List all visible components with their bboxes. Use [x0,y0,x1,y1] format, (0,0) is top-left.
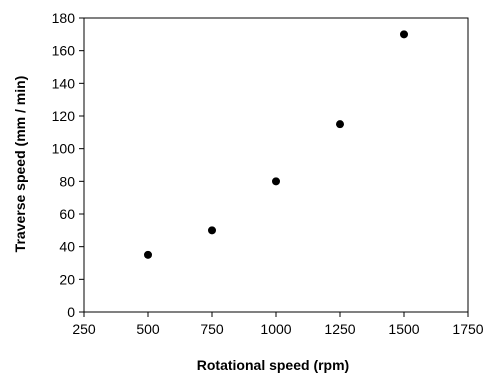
plot-area [83,17,469,313]
plot-border [83,17,469,313]
y-axis-label: Traverse speed (mm / min) [12,76,28,253]
x-axis-label: Rotational speed (rpm) [197,357,349,373]
x-tick-label: 1250 [324,321,355,337]
x-tick-label: 500 [136,321,160,337]
x-axis: 250 500 750 1000 1250 1500 1750 [72,312,484,337]
data-point [400,30,408,39]
x-tick-label: 1500 [388,321,419,337]
y-tick-label: 100 [52,141,76,157]
y-tick-label: 160 [52,43,76,59]
data-point [336,120,344,129]
y-tick-label: 140 [52,75,76,91]
x-tick-label: 1000 [260,321,291,337]
data-point [144,250,152,259]
y-tick-label: 40 [59,239,75,255]
y-tick-label: 60 [59,206,75,222]
y-tick-label: 80 [59,173,75,189]
y-tick-label: 20 [59,271,75,287]
y-tick-label: 120 [52,108,76,124]
x-tick-label: 1750 [452,321,483,337]
x-tick-label: 750 [200,321,224,337]
y-axis: 0 20 40 60 80 100 120 140 160 180 [52,10,84,320]
x-tick-label: 250 [72,321,96,337]
data-points [144,30,408,259]
data-point [272,177,280,186]
y-tick-label: 180 [52,10,76,26]
data-point [208,226,216,235]
y-tick-label: 0 [67,304,75,320]
